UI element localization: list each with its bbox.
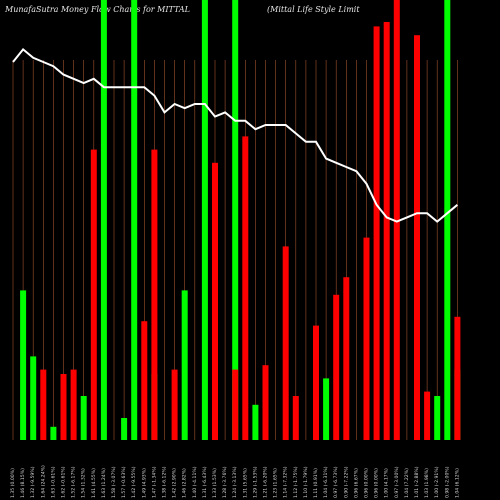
down-volume-bar — [151, 149, 158, 440]
x-tick-label: 1.03 (1.98%) — [424, 468, 430, 498]
up-volume-bar — [181, 290, 188, 440]
chart-title: MunafaSutra Money Flow Charts for MITTAL — [5, 5, 190, 14]
down-volume-bar — [40, 369, 47, 440]
x-tick-label: 1.23 (1.65%) — [273, 468, 279, 498]
down-volume-bar — [414, 35, 420, 440]
x-tick-label: 1.29 (-1.53%) — [252, 466, 258, 498]
x-tick-label: 1.10 (-1.79%) — [303, 466, 309, 498]
down-volume-bar — [373, 26, 380, 441]
x-axis-labels: 1.35 (0.00%) 1.46 (8.15%) 1.32 (-9.59%) 1.6… — [10, 465, 460, 498]
up-volume-bar — [131, 0, 138, 440]
x-tick-label: 1.62 (-0.61%) — [61, 466, 67, 498]
up-volume-bar — [121, 418, 128, 440]
x-tick-label: 1.61 (4.55%) — [91, 468, 97, 498]
down-volume-bar — [343, 277, 350, 440]
down-volume-bar — [232, 369, 239, 440]
x-tick-label: 0.97 (-6.73%) — [333, 466, 339, 498]
x-tick-label: 1.49 (4.93%) — [141, 468, 147, 498]
down-volume-bar — [363, 237, 370, 440]
x-tick-label: 1.31 (5.65%) — [242, 468, 248, 498]
down-volume-bar — [262, 365, 269, 440]
x-tick-label: 1.24 (-3.13%) — [232, 466, 238, 498]
up-volume-bar — [100, 0, 107, 440]
down-volume-bar — [313, 325, 319, 440]
x-tick-label: 1.12 (-1.75%) — [293, 466, 299, 498]
x-tick-label: 0.96 (0.00%) — [374, 468, 380, 498]
price-line — [12, 47, 459, 223]
x-tick-label: 1.00 (4.17%) — [384, 468, 390, 498]
x-tick-label: 1.40 (-4.11%) — [192, 466, 198, 498]
x-tick-label: 1.04 (-6.31%) — [323, 466, 329, 498]
x-tick-label: 1.42 (-9.55%) — [131, 466, 137, 498]
up-volume-bar — [20, 290, 27, 440]
down-volume-bar — [454, 316, 461, 440]
x-tick-label: 1.47 (-1.34%) — [151, 466, 157, 498]
x-tick-label: 1.52 (-6.17%) — [71, 466, 77, 498]
x-tick-label: 0.98 (-2.00%) — [444, 466, 450, 498]
x-tick-label: 1.38 (-6.12%) — [162, 466, 168, 498]
x-tick-label: 1.54 (1.32%) — [81, 468, 87, 498]
x-tick-label: 1.64 (24.24%) — [40, 465, 46, 498]
up-volume-bar — [444, 0, 451, 440]
down-volume-bar — [242, 136, 249, 440]
x-tick-label: 1.04 (6.12%) — [454, 468, 460, 498]
x-tick-label: 0.96 (0.00%) — [364, 468, 370, 498]
trend-line — [12, 47, 459, 223]
x-tick-label: 1.31 (-6.43%) — [202, 466, 208, 498]
up-volume-bar — [80, 396, 87, 440]
x-tick-label: 1.21 (-6.20%) — [263, 466, 269, 498]
up-volume-bar — [50, 426, 57, 440]
x-tick-label: 1.35 (0.00%) — [10, 468, 16, 498]
x-tick-label: 1.46 (8.15%) — [20, 468, 26, 498]
x-tick-label: 1.33 (1.53%) — [212, 468, 218, 498]
down-volume-bar — [424, 391, 431, 440]
x-tick-label: 1.57 (-0.63%) — [121, 466, 127, 498]
x-tick-label: 1.04 (7.22%) — [404, 468, 410, 498]
up-volume-bar — [434, 396, 441, 440]
x-tick-label: 0.90 (-7.22%) — [343, 466, 349, 498]
down-volume-bar — [383, 22, 390, 440]
down-volume-bar — [60, 374, 67, 440]
up-volume-bar — [232, 0, 239, 440]
x-tick-label: 1.00 (-2.91%) — [434, 466, 440, 498]
up-volume-bar — [323, 378, 330, 440]
bars — [20, 0, 461, 441]
chart-subtitle: (Mittal Life Style Limit — [267, 5, 360, 14]
up-volume-bar — [201, 0, 208, 440]
down-volume-bar — [282, 246, 289, 440]
x-tick-label: 1.46 (2.82%) — [182, 468, 188, 498]
x-tick-label: 1.58 (-3.07%) — [111, 466, 117, 498]
down-volume-bar — [70, 369, 77, 440]
x-tick-label: 1.28 (-3.76%) — [222, 466, 228, 498]
x-tick-label: 1.11 (0.91%) — [313, 468, 319, 498]
x-tick-label: 0.97 (-3.00%) — [394, 466, 400, 498]
x-tick-label: 1.63 (-0.61%) — [50, 466, 56, 498]
x-tick-label: 1.14 (-7.32%) — [283, 466, 289, 498]
up-volume-bar — [252, 404, 259, 440]
x-tick-label: 1.01 (-2.88%) — [414, 466, 420, 498]
down-volume-bar — [212, 162, 218, 441]
down-volume-bar — [292, 396, 299, 440]
down-volume-bar — [393, 0, 400, 440]
down-volume-bar — [333, 294, 340, 440]
x-tick-label: 0.96 (6.67%) — [353, 468, 359, 498]
down-volume-bar — [141, 321, 148, 440]
x-tick-label: 1.32 (-9.59%) — [30, 466, 36, 498]
x-tick-label: 1.42 (2.90%) — [172, 468, 178, 498]
down-volume-bar — [171, 369, 178, 440]
x-tick-label: 1.63 (1.24%) — [101, 468, 107, 498]
up-volume-bar — [30, 356, 37, 440]
down-volume-bar — [90, 149, 97, 440]
